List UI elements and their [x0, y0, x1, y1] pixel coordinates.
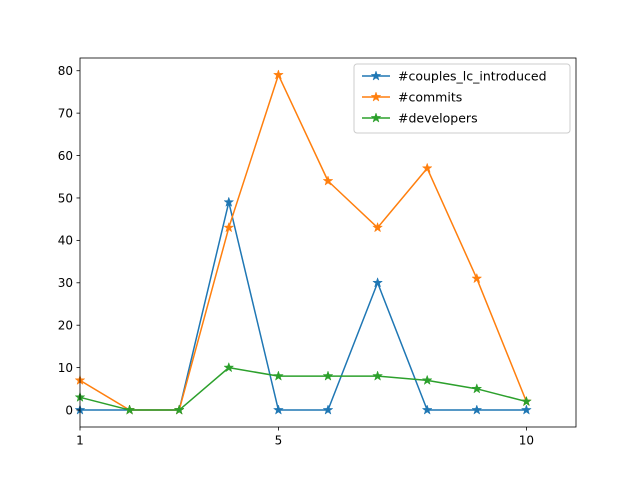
data-point: [124, 404, 136, 415]
data-point: [322, 370, 334, 381]
legend-entry: #developers: [362, 111, 478, 126]
data-point: [372, 370, 384, 381]
data-point: [520, 395, 532, 407]
legend-label: #couples_lc_introduced: [398, 69, 547, 84]
legend-entry: #commits: [362, 90, 462, 105]
data-point: [322, 404, 334, 415]
legend-label: #commits: [398, 90, 462, 105]
y-tick-label: 10: [58, 361, 73, 375]
data-point: [421, 162, 433, 173]
data-point: [471, 383, 483, 394]
y-tick-label: 60: [58, 149, 73, 163]
x-tick-label: 10: [519, 434, 534, 448]
series-line: [79, 366, 527, 411]
data-point: [372, 221, 384, 233]
y-tick-label: 80: [58, 64, 73, 78]
data-point: [421, 404, 433, 415]
data-point: [272, 404, 284, 415]
data-point: [173, 404, 185, 415]
y-tick-label: 20: [58, 319, 73, 333]
legend-marker: [370, 70, 382, 81]
data-point: [223, 221, 235, 233]
x-tick-label: 5: [275, 434, 283, 448]
data-point: [471, 404, 483, 415]
x-tick-label: 1: [76, 434, 84, 448]
data-point: [471, 272, 483, 284]
data-point: [322, 175, 334, 186]
legend-box: [353, 63, 571, 134]
data-point: [372, 277, 384, 288]
legend-marker: [370, 91, 382, 102]
axes-layer: 0 10 20 30 40 50 60 70 80 1 5 10: [58, 57, 577, 448]
series-2: [74, 361, 532, 415]
legend-entry: #couples_lc_introduced: [362, 69, 547, 84]
series-layer: [74, 69, 532, 415]
data-point: [272, 370, 284, 381]
plot-frame: [79, 57, 577, 428]
data-point: [272, 69, 284, 80]
legend: #couples_lc_introduced #commits #developer…: [353, 63, 571, 134]
legend-label: #developers: [398, 111, 478, 126]
data-point: [520, 404, 532, 415]
data-point: [223, 361, 235, 373]
y-tick-label: 30: [58, 276, 73, 290]
y-tick-label: 40: [58, 234, 73, 248]
y-tick-label: 0: [65, 403, 73, 417]
data-point: [223, 196, 235, 207]
legend-marker: [370, 112, 382, 123]
y-tick-label: 70: [58, 106, 73, 120]
y-tick-label: 50: [58, 191, 73, 205]
data-point: [421, 374, 433, 386]
